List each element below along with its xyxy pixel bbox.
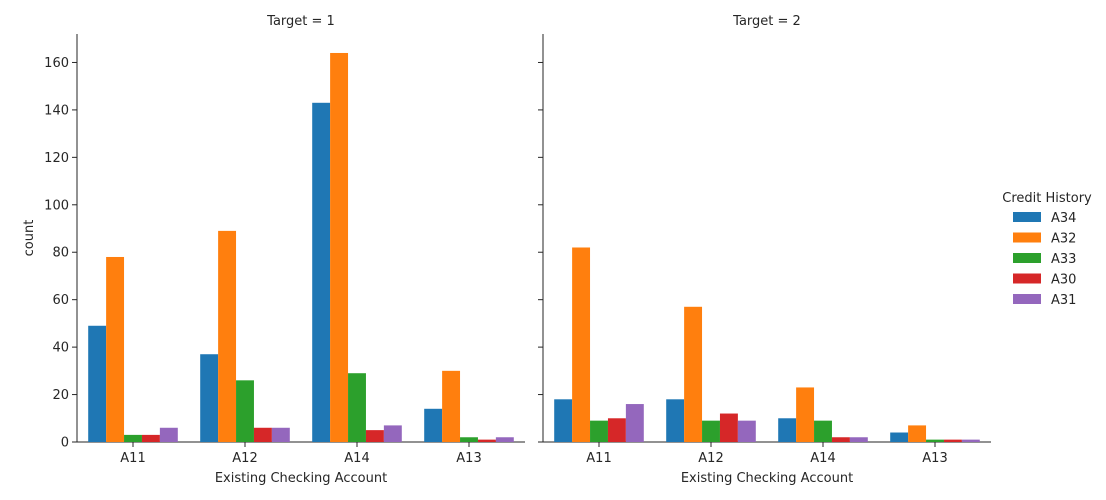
bar-a30-a13 [943, 439, 962, 442]
legend-swatch-a33 [1013, 253, 1041, 263]
bar-a31-a12 [271, 427, 290, 442]
bar-a31-a11 [159, 427, 178, 442]
bar-a32-a14 [796, 387, 815, 442]
legend-label-a32: A32 [1051, 232, 1076, 247]
bar-a32-a12 [218, 230, 237, 442]
bar-a34-a11 [554, 399, 573, 442]
legend-swatch-a34 [1013, 212, 1041, 222]
x-tick-label-a14: A14 [810, 451, 835, 466]
y-axis-label: count [22, 220, 37, 257]
bar-a32-a13 [908, 425, 927, 442]
y-tick-label: 160 [44, 56, 69, 71]
bar-a31-a14 [849, 437, 868, 442]
panel-target-2: A11 A12 A14 A13 Target = 2 Existing Checking … [538, 14, 991, 486]
bar-a30-a11 [141, 434, 160, 442]
x-tick-label-a13: A13 [456, 451, 481, 466]
legend-label-a30: A30 [1051, 273, 1076, 288]
bar-a34-a11 [88, 325, 107, 442]
legend-label-a33: A33 [1051, 252, 1076, 267]
bar-a34-a12 [200, 354, 219, 442]
bar-a31-a13 [961, 439, 980, 442]
bar-a33-a12 [236, 380, 254, 442]
bar-a32-a13 [442, 370, 461, 442]
y-tick-label: 80 [52, 246, 69, 261]
x-tick-label-a11: A11 [586, 451, 611, 466]
bar-a33-a12 [702, 420, 720, 442]
y-tick-label: 120 [44, 151, 69, 166]
bar-a33-a13 [460, 437, 478, 442]
bar-a33-a14 [348, 373, 366, 442]
legend: Credit History A34 A32 A33 A30 A31 [1002, 191, 1092, 308]
bar-a33-a11 [124, 434, 142, 442]
y-tick-label: 20 [52, 388, 69, 403]
bar-a32-a12 [684, 306, 703, 442]
legend-label-a31: A31 [1051, 293, 1076, 308]
panel-title: Target = 2 [732, 14, 801, 29]
bar-a30-a13 [477, 439, 496, 442]
legend-swatch-a32 [1013, 232, 1041, 243]
x-tick-label-a12: A12 [232, 451, 257, 466]
bar-a34-a12 [666, 399, 685, 442]
bar-a34-a14 [312, 102, 331, 442]
bar-a32-a14 [330, 52, 349, 442]
bar-a31-a13 [495, 437, 514, 442]
bar-a30-a12 [719, 413, 738, 442]
y-tick-label: 60 [52, 293, 69, 308]
bar-a32-a11 [106, 256, 125, 442]
panel-target-1: 0 20 40 60 80 100 120 140 160 A11 A12 A14 A13 Target … [22, 14, 525, 486]
y-tick-label: 0 [61, 436, 69, 451]
bar-a30-a12 [253, 427, 272, 442]
bar-a30-a14 [831, 437, 850, 442]
bar-a33-a14 [814, 420, 832, 442]
x-tick-label-a13: A13 [922, 451, 947, 466]
bar-a33-a13 [926, 439, 944, 442]
legend-swatch-a30 [1013, 273, 1041, 284]
x-tick-label-a12: A12 [698, 451, 723, 466]
y-tick-label: 40 [52, 341, 69, 356]
x-axis-label: Existing Checking Account [215, 471, 387, 486]
x-tick-label-a11: A11 [120, 451, 145, 466]
legend-title: Credit History [1002, 191, 1092, 206]
bar-a31-a12 [737, 420, 756, 442]
bar-a30-a14 [365, 430, 384, 442]
legend-label-a34: A34 [1051, 211, 1076, 226]
y-tick-label: 100 [44, 198, 69, 213]
bar-a34-a14 [778, 418, 797, 442]
bar-a34-a13 [424, 408, 443, 442]
y-tick-label: 140 [44, 103, 69, 118]
panel-title: Target = 1 [266, 14, 335, 29]
x-axis-label: Existing Checking Account [681, 471, 853, 486]
bar-a34-a13 [890, 432, 909, 442]
bar-a32-a11 [572, 247, 591, 442]
bar-a30-a11 [607, 418, 626, 442]
bar-a31-a14 [383, 425, 402, 442]
legend-swatch-a31 [1013, 294, 1041, 304]
x-tick-label-a14: A14 [344, 451, 369, 466]
bar-a33-a11 [590, 420, 608, 442]
bar-a31-a11 [625, 404, 644, 442]
